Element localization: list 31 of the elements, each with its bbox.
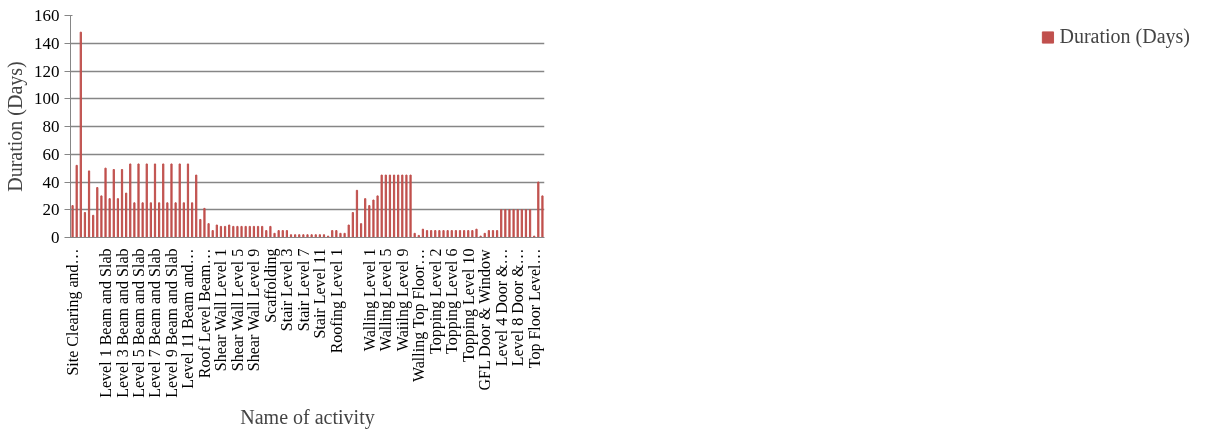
x-tick-label: Site Clearing and… [64, 248, 83, 376]
y-tick-label: 80 [42, 117, 60, 136]
y-tick-label: 20 [42, 200, 60, 220]
y-tick-label: 100 [34, 89, 60, 109]
x-tick-label: Level 5 Beam and Slab [130, 248, 148, 398]
x-tick-label: Scaffolding [261, 248, 280, 323]
y-tick-label: 40 [42, 172, 60, 192]
x-axis-title: Name of activity [240, 405, 375, 429]
x-tick-label: Level 7 Beam and Slab [146, 248, 164, 398]
x-tick-label: Level 3 Beam and Slab [113, 248, 131, 398]
x-tick-label: Level 4 Door &… [492, 248, 510, 367]
x-tick-label: Roofing Level 1 [327, 248, 346, 354]
x-tick-label: Roof Level Beam… [195, 248, 213, 379]
y-tick-label: 140 [34, 33, 60, 53]
y-axis-title: Duration (Days) [4, 61, 27, 192]
x-tick-label: Level 1 Beam and Slab [97, 248, 115, 398]
x-tick-label: Level 11 Beam and… [179, 248, 197, 389]
legend-label: Duration (Days) [1059, 25, 1190, 48]
y-tick-label: 60 [42, 144, 60, 164]
x-tick-label: Shear Wall Level 9 [245, 248, 263, 372]
x-tick-label: Level 9 Beam and Slab [162, 248, 180, 398]
x-tick-label: Top Floor Level… [525, 248, 544, 369]
y-tick-label: 0 [51, 228, 60, 247]
y-tick-label: 160 [34, 6, 60, 25]
x-tick-label: Stair Level 7 [294, 248, 312, 332]
x-tick-label: Stair Level 11 [311, 248, 329, 339]
y-tick-label: 120 [34, 61, 60, 81]
x-tick-label: Walling Level 1 [360, 248, 379, 352]
x-tick-label: Shear Wall Level 5 [228, 248, 246, 372]
x-tick-label: Shear Wall Level 1 [212, 248, 230, 372]
x-tick-label: Level 8 Door &… [509, 248, 527, 367]
